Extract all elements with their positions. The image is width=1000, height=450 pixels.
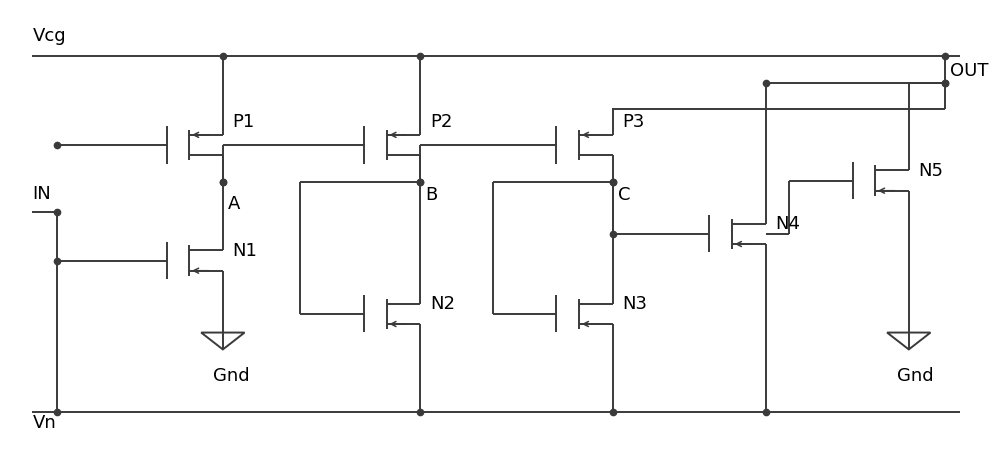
Text: N4: N4 [776,216,801,234]
Text: A: A [228,195,240,213]
Text: Gnd: Gnd [897,367,934,385]
Text: Vcg: Vcg [32,27,66,45]
Text: N3: N3 [623,296,648,314]
Text: N5: N5 [919,162,944,180]
Text: P3: P3 [623,113,645,131]
Text: IN: IN [32,185,51,203]
Text: N2: N2 [430,296,455,314]
Text: Gnd: Gnd [213,367,250,385]
Text: P2: P2 [430,113,452,131]
Text: P1: P1 [233,113,255,131]
Text: Vn: Vn [32,414,56,432]
Text: B: B [425,186,437,204]
Text: C: C [618,186,630,204]
Text: OUT: OUT [950,62,989,80]
Text: N1: N1 [233,242,258,260]
